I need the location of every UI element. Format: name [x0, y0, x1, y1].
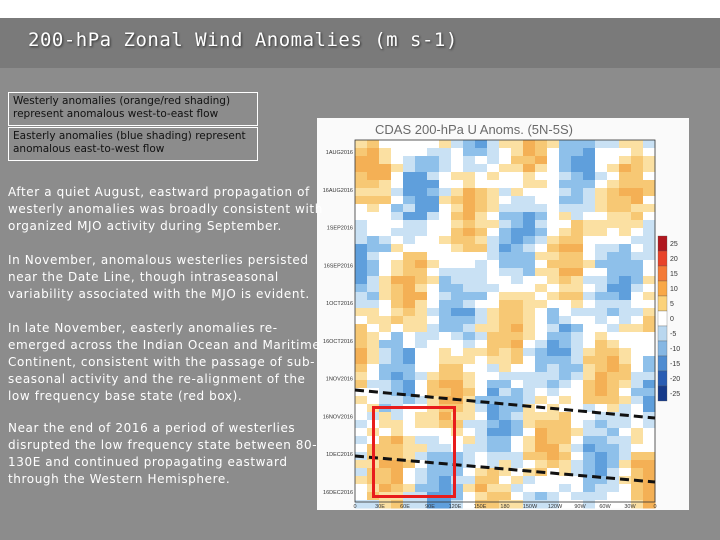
colorbar-swatch — [657, 325, 668, 342]
slide-title: 200-hPa Zonal Wind Anomalies (m s-1) — [28, 29, 458, 51]
longitude-tick-label: 90E — [425, 504, 435, 510]
date-tick-label: 1DEC2016 — [326, 452, 353, 458]
red-box-highlight — [372, 406, 456, 498]
longitude-tick-label: 120W — [548, 504, 563, 510]
colorbar-swatch — [657, 295, 668, 312]
date-tick-label: 16SEP2016 — [324, 263, 353, 269]
colorbar-label: 25 — [670, 241, 678, 248]
colorbar-label: 10 — [670, 286, 678, 293]
hovmoller-svg: CDAS 200-hPa U Anoms. (5N-5S) 1AUG2016 16… — [317, 118, 689, 510]
plot-frame — [354, 139, 656, 503]
date-axis: 1AUG2016 16AUG2016 1SEP2016 16SEP2016 1OCT20… — [323, 150, 353, 496]
longitude-tick-label: 120E — [449, 504, 462, 510]
longitude-tick-label: 60E — [400, 504, 410, 510]
colorbar-label: -15 — [670, 361, 680, 368]
date-tick-label: 1NOV2016 — [326, 377, 353, 383]
longitude-tick-label: 150W — [523, 504, 538, 510]
longitude-tick-label: 60W — [599, 504, 611, 510]
colorbar-label: 5 — [670, 301, 674, 308]
top-strip — [0, 0, 720, 18]
low-frequency-line-lower — [354, 454, 656, 484]
colorbar: 25 20 15 10 5 0 -5 -10 -15 -20 -25 — [657, 235, 680, 402]
paragraph-end-2016: Near the end of 2016 a period of westerl… — [8, 421, 318, 486]
longitude-tick-label: 0 — [653, 504, 656, 510]
date-tick-label: 1SEP2016 — [327, 226, 353, 232]
longitude-tick-label: 0 — [353, 504, 356, 510]
colorbar-swatch — [657, 340, 668, 357]
figure-title: CDAS 200-hPa U Anoms. (5N-5S) — [375, 122, 573, 137]
longitude-tick-label: 30W — [624, 504, 636, 510]
colorbar-swatch — [657, 370, 668, 387]
longitude-axis: 0 30E 60E 90E 120E 150E 180 150W 120W 90W 60W 30W 0 — [353, 504, 656, 510]
colorbar-swatch — [657, 265, 668, 282]
westerly-legend: Westerly anomalies (orange/red shading) … — [8, 92, 258, 126]
paragraph-november: In November, anomalous westerlies persis… — [8, 253, 310, 301]
colorbar-swatch — [657, 385, 668, 402]
longitude-tick-label: 180 — [500, 504, 509, 510]
date-tick-label: 16OCT2016 — [323, 339, 353, 345]
colorbar-label: 20 — [670, 256, 678, 263]
low-frequency-line-upper — [354, 388, 656, 420]
date-tick-label: 16AUG2016 — [323, 188, 353, 194]
colorbar-label: -5 — [670, 331, 676, 338]
title-bar — [0, 18, 720, 68]
paragraph-september: After a quiet August, eastward propagati… — [8, 185, 323, 233]
longitude-tick-label: 150E — [474, 504, 487, 510]
hovmoller-figure: CDAS 200-hPa U Anoms. (5N-5S) 1AUG2016 16… — [317, 118, 689, 510]
longitude-tick-label: 90W — [574, 504, 586, 510]
colorbar-label: 0 — [670, 316, 674, 323]
colorbar-swatch — [657, 355, 668, 372]
date-tick-label: 1AUG2016 — [326, 150, 353, 156]
date-tick-label: 1OCT2016 — [326, 301, 353, 307]
colorbar-swatch — [657, 310, 668, 327]
colorbar-label: 15 — [670, 271, 678, 278]
anomaly-field — [355, 140, 656, 509]
colorbar-label: -20 — [670, 376, 680, 383]
colorbar-label: -10 — [670, 346, 680, 353]
colorbar-swatch — [657, 280, 668, 297]
easterly-legend: Easterly anomalies (blue shading) repres… — [8, 127, 258, 161]
date-tick-label: 16NOV2016 — [323, 414, 353, 420]
colorbar-label: -25 — [670, 391, 680, 398]
date-tick-label: 16DEC2016 — [323, 490, 353, 496]
longitude-tick-label: 30E — [375, 504, 385, 510]
colorbar-swatch — [657, 235, 668, 252]
colorbar-swatch — [657, 250, 668, 267]
paragraph-late-november: In late November, easterly anomalies re-… — [8, 321, 321, 403]
